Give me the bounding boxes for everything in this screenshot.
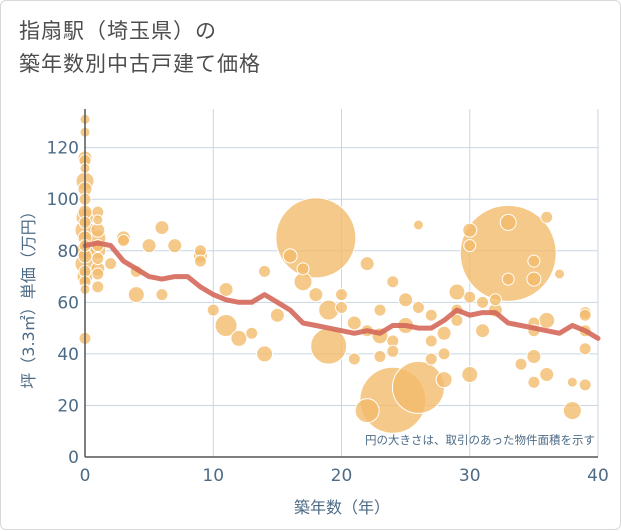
bubble-point xyxy=(91,252,105,266)
bubble-point xyxy=(501,272,515,286)
y-tick-label-100: 100 xyxy=(47,190,79,210)
bubble-point xyxy=(527,375,541,389)
bubble-point xyxy=(256,345,274,363)
y-axis-label: 坪（3.3㎡）単価（万円） xyxy=(19,203,38,388)
bubble-point xyxy=(373,303,387,317)
bubble-point xyxy=(499,213,517,231)
bubble-point xyxy=(258,264,272,278)
bubble-point xyxy=(282,248,298,264)
bubble-point xyxy=(562,401,582,421)
bubble-point xyxy=(141,238,157,254)
bubble-point xyxy=(206,303,220,317)
bubble-point xyxy=(424,352,438,366)
bubble-point xyxy=(462,222,478,238)
y-tick-label-80: 80 xyxy=(57,242,79,262)
bubble-point xyxy=(193,254,207,268)
bubble-point xyxy=(218,281,234,297)
x-tick-label-20: 20 xyxy=(331,466,353,486)
axes xyxy=(84,109,598,458)
bubble-point xyxy=(437,347,451,361)
bubble-point xyxy=(398,292,414,308)
y-tick-label-0: 0 xyxy=(68,448,79,468)
bubble-point xyxy=(411,300,425,314)
x-tick-label-10: 10 xyxy=(202,466,224,486)
bubble-point xyxy=(538,311,556,329)
y-tick-labels: 0 20 40 60 80 100 120 xyxy=(47,139,79,468)
bubble-series xyxy=(74,113,592,434)
bubble-point xyxy=(424,334,438,348)
bubble-point xyxy=(308,287,324,303)
bubble-point xyxy=(461,366,479,384)
x-tick-label-0: 0 xyxy=(80,466,91,486)
trend-line xyxy=(82,240,601,341)
bubble-point xyxy=(391,360,445,414)
bubble-point xyxy=(463,239,477,253)
bubble-point xyxy=(155,288,169,302)
bubble-point xyxy=(335,288,348,302)
bubble-point xyxy=(335,300,348,314)
bubble-point xyxy=(514,357,528,371)
bubble-size-note: 円の大きさは、取引のあった物件面積を示す xyxy=(365,433,595,447)
bubble-point xyxy=(214,314,238,338)
bubble-point xyxy=(539,367,555,383)
bubble-point xyxy=(354,398,380,424)
bubble-point xyxy=(310,327,348,365)
bubble-point xyxy=(269,307,285,323)
bubble-point xyxy=(435,371,453,389)
bubble-point xyxy=(578,342,592,356)
x-axis-label: 築年数（年） xyxy=(294,498,390,517)
bubble-point xyxy=(91,267,105,281)
bubble-point xyxy=(230,329,248,347)
x-tick-label-40: 40 xyxy=(587,466,609,486)
bubble-point xyxy=(526,348,542,364)
bubble-point xyxy=(436,325,452,341)
bubble-point xyxy=(347,352,361,366)
x-tick-label-30: 30 xyxy=(459,466,481,486)
bubble-point xyxy=(346,315,362,331)
bubble-point xyxy=(167,238,183,254)
bubble-point xyxy=(296,262,310,276)
bubble-point xyxy=(526,271,542,287)
bubble-point xyxy=(245,326,259,340)
bubble-point xyxy=(448,283,466,301)
bubble-point xyxy=(386,275,400,289)
bubble-point xyxy=(463,290,477,304)
bubble-point xyxy=(475,323,491,339)
bubble-point xyxy=(554,268,566,280)
y-tick-label-40: 40 xyxy=(57,345,79,365)
chart-title-line-2: 築年数別中古戸建て価格 xyxy=(19,52,261,76)
bubble-point xyxy=(386,344,400,358)
bubble-point xyxy=(154,220,170,236)
bubble-point xyxy=(450,313,464,327)
bubble-point xyxy=(116,233,130,247)
bubble-point xyxy=(424,308,438,322)
chart-title-line-1: 指扇駅（埼玉県）の xyxy=(19,19,217,43)
bubble-point xyxy=(540,210,554,224)
bubble-point xyxy=(293,272,313,292)
bubble-point xyxy=(566,376,578,388)
bubble-point xyxy=(91,280,105,294)
bubble-point xyxy=(527,254,541,268)
chart-title: 指扇駅（埼玉県）の 築年数別中古戸建て価格 xyxy=(19,15,261,81)
bubble-point xyxy=(578,378,592,392)
y-tick-label-20: 20 xyxy=(57,396,79,416)
bubble-point xyxy=(275,197,357,279)
bubble-point xyxy=(476,295,490,309)
bubble-point xyxy=(127,286,145,304)
bubble-point xyxy=(104,257,118,271)
y-tick-label-60: 60 xyxy=(57,293,79,313)
bubble-point xyxy=(373,349,387,363)
bubble-point xyxy=(92,214,104,226)
bubble-point xyxy=(359,256,375,272)
bubble-point xyxy=(488,293,502,307)
bubble-point xyxy=(578,308,592,322)
y-tick-label-120: 120 xyxy=(47,139,79,159)
x-tick-labels: 0 10 20 30 40 xyxy=(80,466,609,486)
bubble-point xyxy=(412,219,424,231)
